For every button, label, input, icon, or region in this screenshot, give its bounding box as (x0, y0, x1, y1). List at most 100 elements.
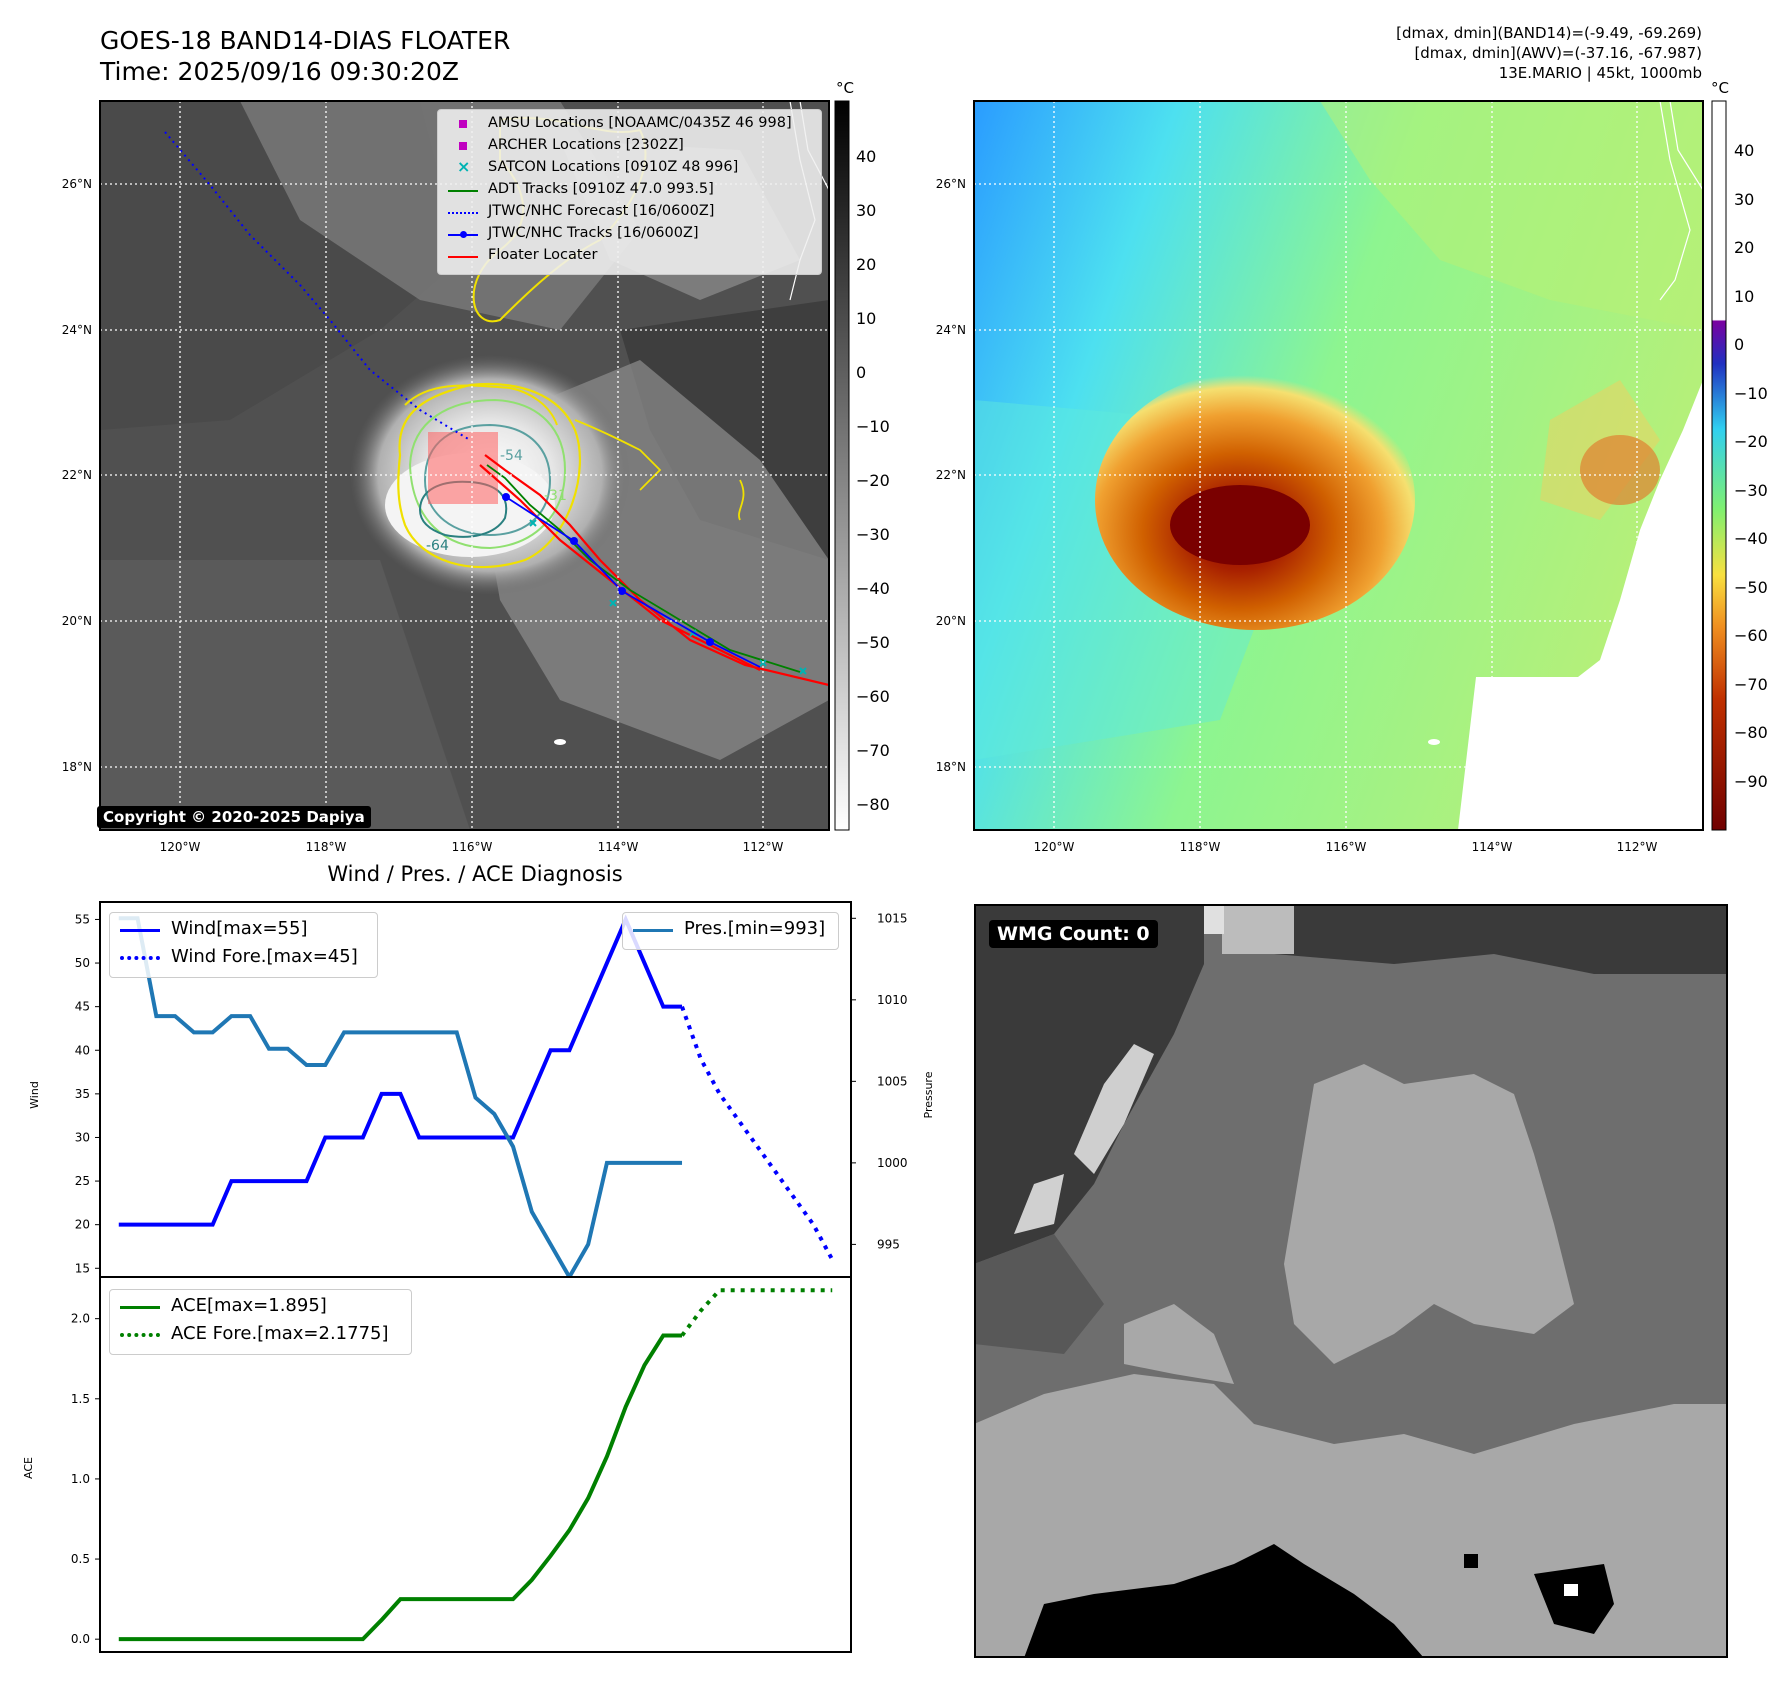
pressure-tick-label: 1010 (877, 993, 908, 1007)
ir-colorbar-ticks: 40 30 20 10 0 −10 −20 −30 −40 −50 −60 −7… (856, 147, 890, 814)
floater-path (479, 454, 829, 687)
legend-row-amsu: AMSU Locations [NOAAMC/0435Z 46 998] (446, 114, 816, 136)
ace-tick-label: 0.0 (71, 1632, 90, 1646)
svg-text:0: 0 (1734, 335, 1744, 354)
series-line-pres- (118, 916, 683, 1282)
legend-row-archer: ARCHER Locations [2302Z] (446, 136, 816, 158)
svg-text:−40: −40 (856, 579, 890, 598)
legend-row-wind: Wind[max=55] (116, 917, 374, 943)
green-dotted-line-icon (120, 1333, 160, 1337)
storm-info: 13E.MARIO | 45kt, 1000mb (1498, 64, 1702, 82)
series-line-ace-fore- (680, 1288, 833, 1337)
legend-row-forecast: JTWC/NHC Forecast [16/0600Z] (446, 202, 816, 224)
svg-text:−80: −80 (856, 795, 890, 814)
svg-text:10: 10 (1734, 287, 1754, 306)
svg-text:20: 20 (1734, 238, 1754, 257)
legend-row-floater: Floater Locater (446, 246, 816, 268)
blue-dot-icon (460, 231, 467, 238)
svg-text:−30: −30 (1734, 481, 1768, 500)
svg-text:−40: −40 (1734, 529, 1768, 548)
svg-text:−20: −20 (1734, 432, 1768, 451)
wind-tick-label: 50 (75, 956, 90, 970)
ir-lat-ticks: 26°N 24°N 22°N 20°N 18°N (62, 177, 92, 774)
pressure-tick-label: 1015 (877, 911, 908, 925)
svg-text:26°N: 26°N (62, 177, 92, 191)
wind-tick-label: 55 (75, 912, 90, 926)
ace-tick-label: 2.0 (71, 1312, 90, 1326)
legend-row-ace-fore: ACE Fore.[max=2.1775] (116, 1322, 408, 1348)
ace-axis-label: ACE (22, 1457, 35, 1479)
svg-text:22°N: 22°N (62, 468, 92, 482)
pressure-tick-label: 1000 (877, 1156, 908, 1170)
svg-text:114°W: 114°W (1472, 840, 1513, 854)
svg-text:22°N: 22°N (936, 468, 966, 482)
svg-text:20°N: 20°N (936, 614, 966, 628)
archer-box (428, 432, 498, 504)
color-satellite-map: 120°W 118°W 116°W 114°W 112°W 26°N 24°N … (936, 79, 1768, 854)
ace-legend: ACE[max=1.895] ACE Fore.[max=2.1775] (109, 1289, 412, 1355)
magenta-square-icon (459, 120, 467, 128)
ace-tick-label: 0.5 (71, 1552, 90, 1566)
legend-row-pressure: Pres.[min=993] (629, 917, 835, 943)
color-colorbar-ticks: 40 30 20 10 0 −10 −20 −30 −40 −50 −60 −7… (1734, 141, 1768, 791)
ir-colorbar (834, 100, 850, 831)
pressure-legend: Pres.[min=993] (622, 912, 839, 950)
svg-text:−10: −10 (856, 417, 890, 436)
jtwc-forecast-path (164, 131, 471, 441)
svg-text:−90: −90 (1734, 772, 1768, 791)
svg-text:40: 40 (856, 147, 876, 166)
color-lat-ticks: 26°N 24°N 22°N 20°N 18°N (936, 177, 966, 774)
green-line-icon (120, 1306, 160, 1309)
wind-tick-label: 45 (75, 1000, 90, 1014)
wmg-black-region (1024, 1544, 1423, 1656)
wind-tick-label: 35 (75, 1087, 90, 1101)
svg-text:30: 30 (1734, 190, 1754, 209)
steelblue-line-icon (633, 929, 673, 932)
wind-tick-label: 15 (75, 1261, 90, 1275)
blue-line-icon (120, 929, 160, 932)
svg-text:26°N: 26°N (936, 177, 966, 191)
legend-row-ace: ACE[max=1.895] (116, 1294, 408, 1320)
svg-text:−50: −50 (856, 633, 890, 652)
svg-text:24°N: 24°N (62, 323, 92, 337)
green-line-icon (448, 190, 478, 192)
figure-title: GOES-18 BAND14-DIAS FLOATER (100, 26, 511, 55)
svg-text:−20: −20 (856, 471, 890, 490)
diagnosis-chart: 15 20 25 30 35 40 45 50 55 995 1000 1005 1010 1015 0.… (22, 901, 935, 1653)
svg-text:20: 20 (856, 255, 876, 274)
cyan-x-icon: × (457, 157, 471, 176)
contour-label-31: -31 (544, 488, 567, 504)
svg-text:20°N: 20°N (62, 614, 92, 628)
svg-text:116°W: 116°W (1326, 840, 1367, 854)
wind-tick-label: 25 (75, 1174, 90, 1188)
magenta-square-icon (459, 142, 467, 150)
ir-lon-ticks: 120°W 118°W 116°W 114°W 112°W (160, 840, 784, 854)
wmg-panel (974, 904, 1728, 1658)
ace-tick-label: 1.0 (71, 1472, 90, 1486)
pressure-axis-label: Pressure (922, 1071, 935, 1118)
svg-text:116°W: 116°W (452, 840, 493, 854)
svg-text:0: 0 (856, 363, 866, 382)
svg-text:−10: −10 (1734, 384, 1768, 403)
diagnosis-title: Wind / Pres. / ACE Diagnosis (327, 862, 623, 886)
svg-text:30: 30 (856, 201, 876, 220)
svg-text:112°W: 112°W (743, 840, 784, 854)
series-line-ace (118, 1333, 683, 1642)
ir-yellow-contour (397, 383, 582, 569)
dmax-awv: [dmax, dmin](AWV)=(-37.16, -67.987) (1414, 44, 1702, 62)
svg-text:40: 40 (1734, 141, 1754, 160)
svg-text:−60: −60 (856, 687, 890, 706)
svg-text:18°N: 18°N (936, 760, 966, 774)
svg-text:120°W: 120°W (160, 840, 201, 854)
wind-tick-label: 20 (75, 1218, 90, 1232)
blue-dotted-line-icon (448, 212, 478, 214)
copyright-badge: Copyright © 2020-2025 Dapiya (97, 806, 371, 828)
series-line-wind (118, 914, 683, 1227)
legend-row-satcon: × SATCON Locations [0910Z 48 996] (457, 157, 739, 176)
contour-label-54: -54 (500, 448, 523, 464)
svg-text:24°N: 24°N (936, 323, 966, 337)
svg-text:−50: −50 (1734, 578, 1768, 597)
svg-text:−80: −80 (1734, 723, 1768, 742)
contour-label-64: -64 (426, 538, 449, 554)
blue-dotted-line-icon (120, 956, 160, 960)
